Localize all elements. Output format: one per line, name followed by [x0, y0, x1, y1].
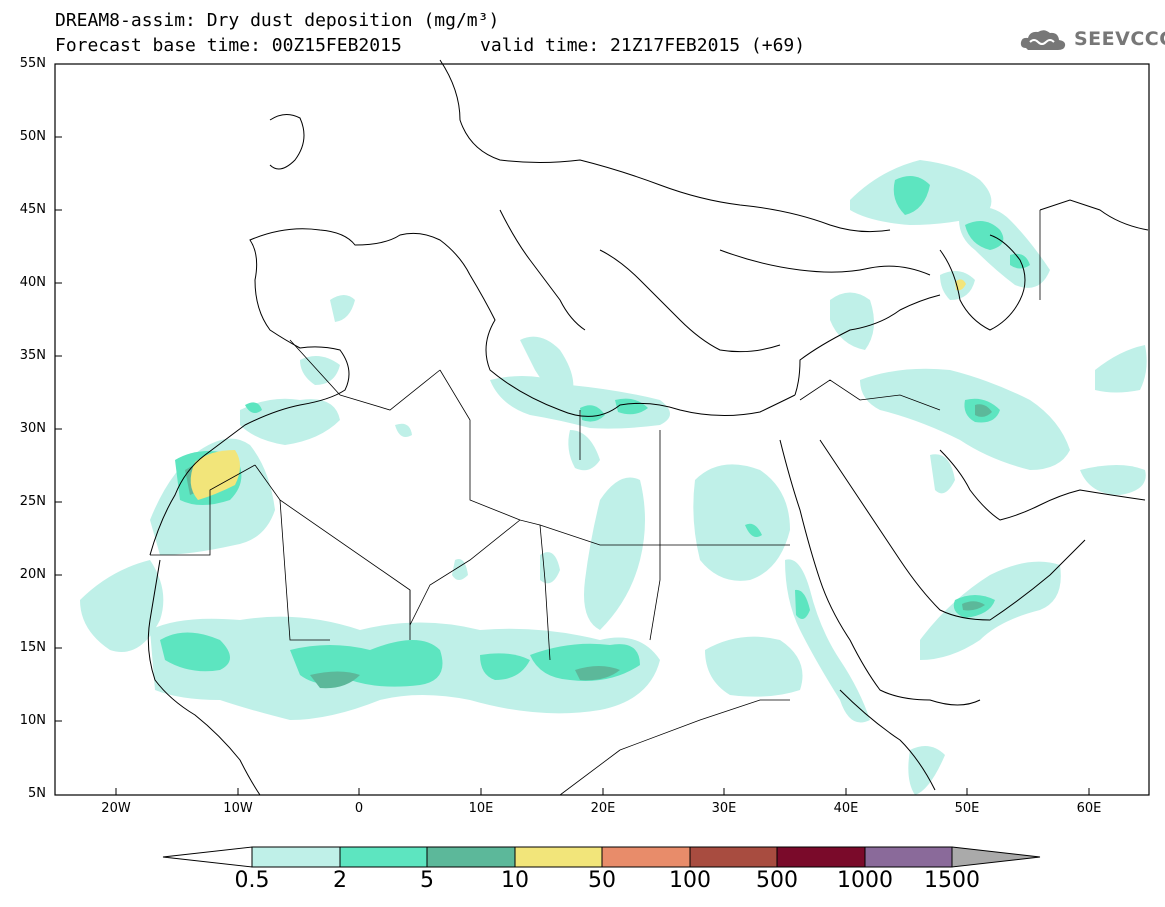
colorbar-label: 1500 [924, 868, 980, 893]
lat-label: 55N [19, 56, 46, 71]
lon-label: 40E [833, 801, 859, 816]
lon-label: 10W [223, 801, 253, 816]
colorbar-left-arrow [162, 846, 253, 868]
colorbar-swatch-1000 [864, 846, 953, 868]
lat-label: 30N [19, 421, 46, 436]
lon-label: 30E [711, 801, 737, 816]
lon-label: 20E [590, 801, 616, 816]
lat-label: 50N [19, 129, 46, 144]
colorbar-swatch-100 [689, 846, 778, 868]
lat-label: 20N [19, 567, 46, 582]
forecast-base-time: Forecast base time: 00Z15FEB2015 [55, 35, 402, 56]
axis-ticks [55, 63, 1090, 795]
lat-label: 40N [19, 275, 46, 290]
lat-label: 10N [19, 713, 46, 728]
valid-time: valid time: 21Z17FEB2015 (+69) [480, 35, 806, 56]
colorbar [162, 846, 1041, 868]
colorbar-swatch-10 [514, 846, 603, 868]
colorbar-swatch-50 [601, 846, 691, 868]
map-title: DREAM8-assim: Dry dust deposition (mg/m³… [55, 10, 500, 31]
lon-label: 60E [1076, 801, 1102, 816]
lat-label: 15N [19, 640, 46, 655]
colorbar-label: 100 [669, 868, 711, 893]
colorbar-swatch-2 [339, 846, 428, 868]
lat-label: 25N [19, 494, 46, 509]
colorbar-swatch-0.5 [251, 846, 341, 868]
colorbar-label: 5 [420, 868, 434, 893]
lon-label: 10E [468, 801, 494, 816]
colorbar-label: 2 [333, 868, 347, 893]
cloud-icon [1020, 30, 1066, 50]
colorbar-label: 0.5 [234, 868, 270, 893]
country-borders [150, 210, 1041, 796]
lon-label: 20W [101, 801, 131, 816]
colorbar-label: 50 [588, 868, 616, 893]
colorbar-swatch-500 [776, 846, 866, 868]
colorbar-label: 500 [756, 868, 798, 893]
lat-label: 35N [19, 348, 46, 363]
lon-label: 50E [954, 801, 980, 816]
coastlines [147, 59, 1149, 796]
lat-label: 5N [28, 786, 46, 801]
colorbar-right-arrow [951, 846, 1041, 868]
lat-label: 45N [19, 202, 46, 217]
colorbar-label: 10 [501, 868, 529, 893]
logo-text: SEEVCCC [1074, 28, 1165, 50]
colorbar-swatch-5 [426, 846, 516, 868]
lon-label: 0 [354, 801, 364, 816]
colorbar-label: 1000 [837, 868, 893, 893]
